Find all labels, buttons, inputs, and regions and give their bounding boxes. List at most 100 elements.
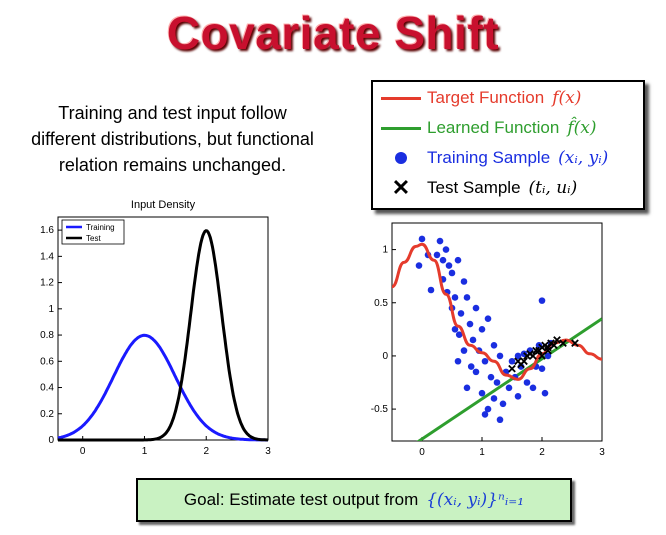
training-point — [505, 384, 513, 392]
test-point — [553, 336, 561, 344]
training-point — [467, 363, 475, 370]
target-function-curve — [392, 242, 602, 381]
y-tick-label: 0.6 — [40, 356, 54, 367]
y-tick-label: 0.5 — [374, 298, 388, 309]
density-curve-test — [58, 229, 268, 442]
y-tick-label: 0.4 — [40, 383, 54, 394]
training-point — [463, 294, 471, 301]
y-tick-label: 1 — [48, 304, 54, 315]
training-point — [455, 331, 463, 338]
legend-target: Target Function f(x) — [381, 84, 581, 112]
legend-training-math: (xᵢ, yᵢ) — [558, 148, 609, 168]
training-point — [487, 373, 495, 381]
input-density-chart: Input Density 0 0.2 0.4 0.6 0.8 1 1.2 1.4 1.6 0 1 2 3… — [40, 199, 271, 457]
training-point — [466, 320, 474, 328]
description-line-3: relation remains unchanged. — [58, 155, 287, 175]
training-point — [514, 352, 522, 360]
training-point — [460, 347, 468, 354]
training-point — [454, 256, 462, 264]
legend-learned: Learned Function f̂(x) — [381, 114, 596, 142]
blue-dot-icon — [395, 152, 407, 164]
x-tick-label: 2 — [203, 446, 209, 457]
slide-title: Covariate Shift — [166, 7, 500, 59]
goal-text: Goal: Estimate test output from — [183, 490, 419, 509]
plot-frame — [391, 222, 603, 442]
training-point — [460, 278, 468, 285]
y-tick-label: 0 — [382, 351, 388, 362]
x-tick-label: 3 — [265, 446, 271, 457]
training-point — [454, 357, 462, 365]
training-point — [523, 379, 531, 386]
training-point — [499, 400, 507, 408]
training-point — [418, 235, 426, 243]
training-point — [448, 269, 456, 277]
training-point — [478, 389, 486, 397]
test-point — [550, 341, 558, 350]
training-point — [508, 357, 516, 365]
description-line-2: different distributions, but functional — [31, 129, 314, 149]
learned-function-line — [416, 317, 602, 441]
training-point — [529, 384, 537, 392]
y-tick-label: 1.2 — [40, 278, 54, 289]
density-curve-training — [57, 333, 268, 442]
training-point — [442, 246, 450, 253]
training-point — [544, 352, 552, 360]
legend-target-label: Target Function — [427, 88, 545, 107]
training-point — [436, 237, 444, 245]
legend-label-test: Test — [86, 234, 101, 243]
legend-label-training: Training — [86, 223, 115, 232]
legend-box: Target Function f(x) Learned Function f̂… — [371, 80, 645, 210]
legend-training-label: Training Sample — [427, 148, 551, 167]
description: Training and test input follow different… — [0, 100, 345, 178]
x-mark-icon: ✕ — [391, 175, 411, 200]
legend-test-math: (tᵢ, uᵢ) — [528, 178, 578, 198]
y-tick-label: 0 — [48, 435, 54, 446]
test-point — [559, 339, 567, 348]
red-line-icon — [381, 96, 421, 100]
training-point — [415, 262, 423, 269]
training-point — [433, 251, 441, 259]
y-tick-label: 1.4 — [40, 251, 54, 262]
y-tick-label: 1.6 — [40, 225, 54, 236]
test-point — [538, 352, 546, 360]
goal-math: {(xᵢ, yᵢ)}ⁿᵢ₌₁ — [426, 490, 525, 510]
training-point — [481, 411, 489, 418]
training-point — [496, 416, 504, 424]
training-point — [490, 341, 498, 349]
legend-test: ✕ Test Sample (tᵢ, uᵢ) — [381, 174, 577, 202]
legend-target-math: f(x) — [552, 88, 582, 108]
x-tick-label: 0 — [80, 446, 86, 457]
training-point — [451, 294, 459, 301]
y-tick-label: 0.2 — [40, 409, 54, 420]
training-point — [457, 310, 465, 317]
training-point — [538, 297, 546, 304]
plot-area — [392, 235, 602, 441]
legend-training: Training Sample (xᵢ, yᵢ) — [381, 144, 608, 172]
training-point — [538, 365, 546, 372]
test-point — [529, 352, 537, 360]
training-point — [472, 304, 480, 312]
x-tick-label: 3 — [599, 447, 605, 458]
description-line-1: Training and test input follow — [58, 103, 287, 123]
training-point — [514, 393, 522, 400]
test-point — [544, 346, 552, 355]
training-point — [484, 315, 492, 323]
green-line-icon — [381, 126, 421, 130]
training-point — [469, 336, 477, 344]
training-point — [481, 357, 489, 365]
x-tick-label: 0 — [419, 447, 425, 458]
training-point — [541, 389, 549, 397]
test-point — [517, 360, 525, 369]
covariate-scatter-chart: -0.5 0 0.5 1 0 1 2 3 — [371, 222, 605, 458]
training-point — [490, 395, 498, 402]
x-tick-label: 2 — [539, 447, 545, 458]
training-point — [439, 256, 447, 264]
training-point — [445, 262, 453, 269]
training-point — [493, 379, 501, 386]
goal-box: Goal: Estimate test output from {(xᵢ, yᵢ… — [136, 478, 572, 522]
y-tick-label: 1 — [382, 245, 388, 256]
training-point — [484, 405, 492, 413]
legend-learned-label: Learned Function — [427, 118, 560, 137]
x-tick-label: 1 — [479, 447, 485, 458]
y-tick-label: -0.5 — [371, 404, 389, 415]
